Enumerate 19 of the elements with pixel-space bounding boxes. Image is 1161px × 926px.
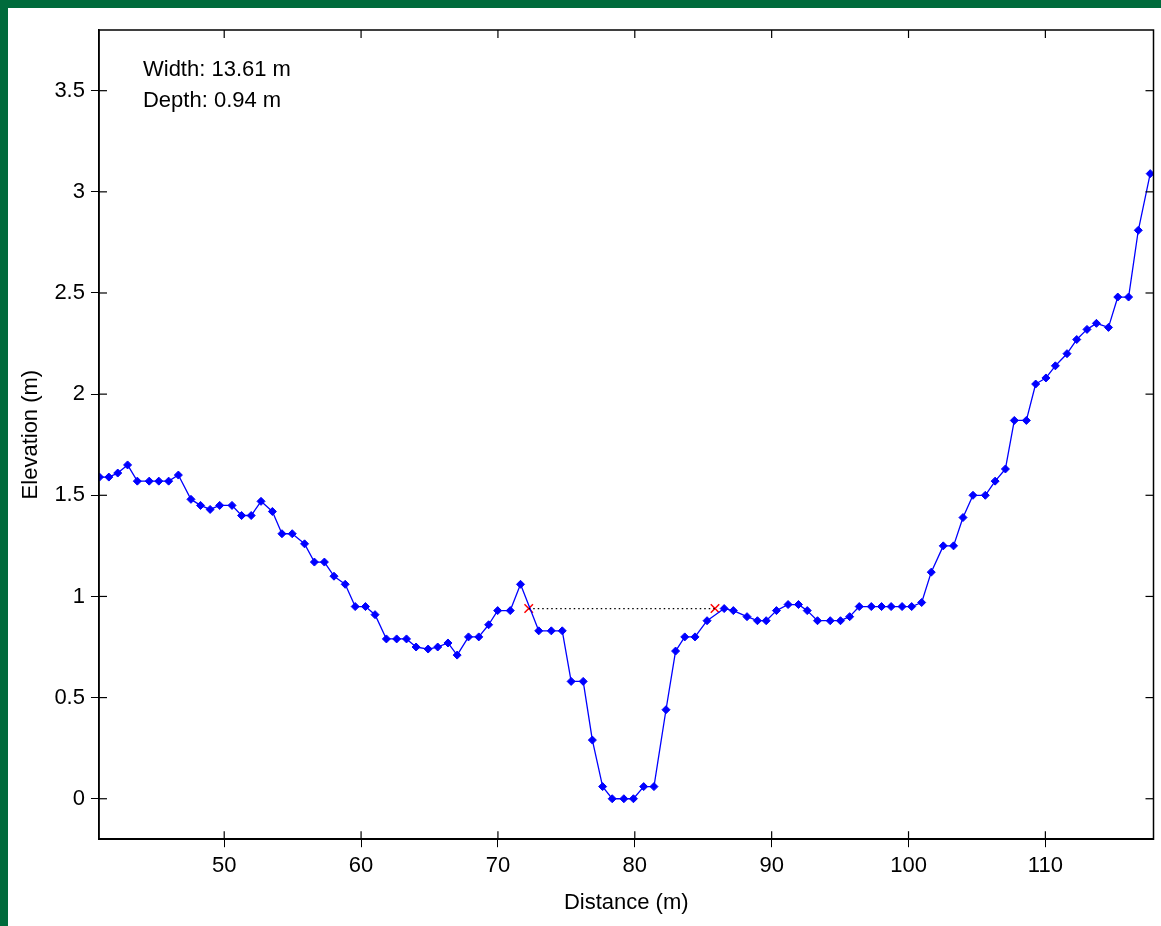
x-tick-label: 50 bbox=[211, 852, 237, 878]
y-tick-label: 3 bbox=[72, 177, 85, 203]
y-tick-label: 1.5 bbox=[54, 481, 85, 507]
x-tick-label: 80 bbox=[622, 852, 648, 878]
annotation: Width: 13.61 m bbox=[142, 56, 291, 82]
x-tick-label: 110 bbox=[1027, 852, 1063, 878]
y-tick-label: 2 bbox=[72, 380, 85, 406]
x-tick-label: 90 bbox=[759, 852, 784, 878]
y-axis-title: Elevation (m) bbox=[17, 369, 43, 500]
x-tick-label: 70 bbox=[485, 852, 511, 878]
x-tick-label: 60 bbox=[348, 852, 374, 878]
x-tick-label: 100 bbox=[890, 852, 927, 878]
y-tick-label: 0.5 bbox=[54, 683, 85, 709]
y-tick-label: 0 bbox=[72, 784, 85, 810]
x-axis-title: Distance (m) bbox=[563, 888, 689, 914]
y-tick-label: 3.5 bbox=[54, 76, 85, 102]
annotation: Depth: 0.94 m bbox=[142, 87, 282, 113]
y-tick-label: 2.5 bbox=[54, 279, 85, 305]
y-tick-label: 1 bbox=[72, 582, 85, 608]
